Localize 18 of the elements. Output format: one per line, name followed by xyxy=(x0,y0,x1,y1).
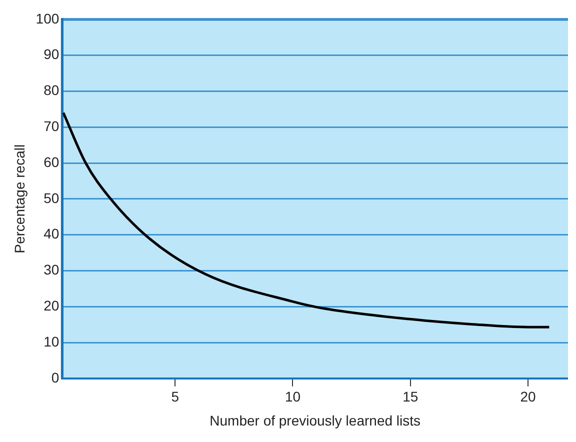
y-tick-label: 50 xyxy=(44,190,60,206)
x-tick-label: 15 xyxy=(402,388,418,405)
line-series xyxy=(62,111,550,328)
y-tick-label: 40 xyxy=(44,226,60,242)
y-tick-label: 20 xyxy=(44,297,60,314)
y-tick-label: 30 xyxy=(44,262,60,278)
y-tick-label: 70 xyxy=(44,118,60,134)
x-axis-title: Number of previously learned lists xyxy=(210,412,421,428)
y-tick-label: 100 xyxy=(36,10,60,26)
y-tick-label: 10 xyxy=(44,333,60,350)
x-tick-label: 5 xyxy=(171,388,180,405)
y-tick-label: 90 xyxy=(44,46,60,62)
y-tick-label: 80 xyxy=(44,82,60,98)
x-tick-label: 20 xyxy=(520,388,536,405)
y-tick-label: 60 xyxy=(44,154,60,170)
y-axis-title: Percentage recall xyxy=(11,144,28,254)
x-tick-label: 10 xyxy=(284,388,301,405)
y-tick-label: 0 xyxy=(51,369,60,386)
